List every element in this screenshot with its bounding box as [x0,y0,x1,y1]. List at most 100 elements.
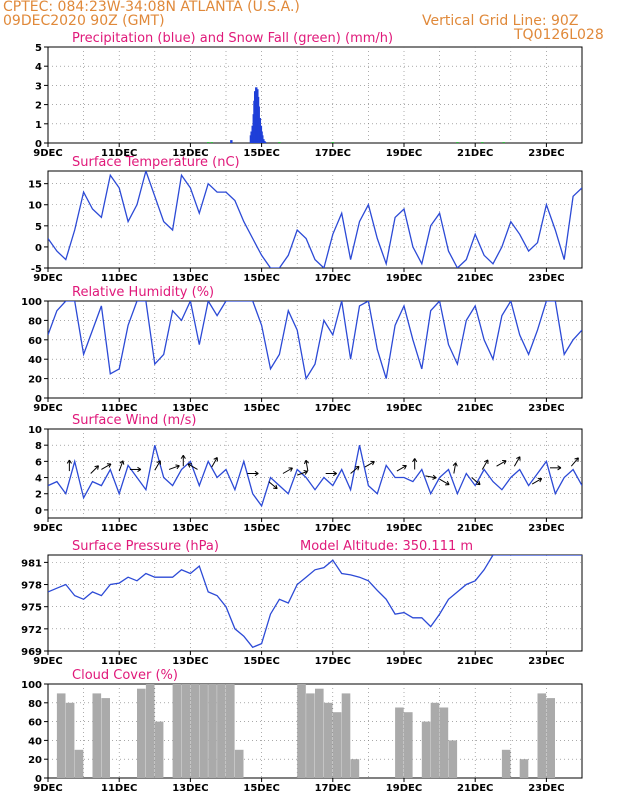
wind-arrow [268,481,278,490]
x-tick-label: 9DEC [33,148,62,159]
y-tick-label: 2 [35,101,42,112]
cloud-bar [323,702,333,778]
y-tick-label: 100 [21,297,42,308]
cloud-bar [332,712,342,778]
wind-arrow [154,460,161,471]
x-tick-label: 17DEC [315,273,351,284]
panel-title: Surface Wind (m/s) [72,413,196,428]
x-tick-label: 17DEC [315,783,351,794]
cloud-bar [537,693,547,778]
y-tick-label: 981 [21,558,42,569]
cloud-bar [341,693,351,778]
cloud-bar [404,712,413,778]
y-tick-label: 10 [28,201,42,212]
cloud-bar [546,698,555,778]
x-tick-label: 11DEC [101,403,137,414]
panel-title: Surface Temperature (nC) [72,155,240,170]
y-tick-label: 40 [28,736,42,747]
cloud-bar [217,684,226,778]
cloud-bar [137,688,146,778]
y-tick-label: 100 [21,680,42,691]
y-tick-label: 978 [21,581,42,592]
y-tick-label: 60 [28,336,42,347]
wind-arrow [297,470,308,476]
snow-bar [210,142,213,144]
temp-line [48,171,582,268]
panel-subtitle: Model Altitude: 350.111 m [300,539,473,554]
x-tick-label: 13DEC [172,783,208,794]
x-tick-label: 19DEC [386,148,422,159]
y-tick-label: 6 [35,457,42,468]
panel-title: Cloud Cover (%) [72,668,178,683]
panel-title: Surface Pressure (hPa) [72,539,219,554]
wind-arrow [247,470,259,477]
wind-arrow [282,467,293,474]
x-tick-label: 13DEC [172,403,208,414]
y-tick-label: 4 [35,62,42,73]
y-tick-label: 0 [35,139,42,150]
y-tick-label: 1 [35,120,42,131]
cloud-bar [315,688,324,778]
panel-title: Precipitation (blue) and Snow Fall (gree… [72,31,393,46]
y-tick-label: 20 [28,375,42,386]
wind-arrow [412,458,418,470]
x-tick-label: 19DEC [386,656,422,667]
wind-arrow [325,470,337,477]
y-tick-label: 975 [21,603,42,614]
wind-arrow [496,460,507,467]
y-tick-label: 3 [35,81,42,92]
wind-arrow [350,465,360,474]
cloud-bar [519,759,529,778]
y-tick-label: 0 [35,243,42,254]
panel-frame [47,46,583,144]
x-tick-label: 15DEC [243,273,279,284]
y-tick-label: 969 [21,647,42,658]
wind-arrow [481,459,489,470]
wind-arrow [129,466,142,473]
snow-bar [456,142,459,144]
header-code: TQ0126L028 [514,27,604,43]
panel-pressure: 969 972 975 978 981 9DEC 11DEC 13DEC 15DEC 17DEC 1… [21,539,583,667]
header-title: CPTEC: 084:23W-34:08N ATLANTA (U.S.A.) [3,0,300,15]
panel-rh: 0 20 40 60 80 100 9DEC 11DEC 13DEC 15DEC 17DEC 19DE… [21,285,583,414]
panel-cloud: 0 20 40 60 80 100 9DEC 11DEC 13DEC 15DEC 17DEC 19DE… [21,668,583,794]
wind-arrow [425,474,437,480]
x-tick-label: 17DEC [315,656,351,667]
x-tick-label: 13DEC [172,273,208,284]
snow-bar [278,142,281,144]
x-tick-label: 23DEC [528,273,564,284]
cloud-bar [199,684,208,778]
wind-arrow [90,465,99,474]
x-tick-label: 21DEC [457,148,493,159]
cloud-bar [172,684,182,778]
x-tick-label: 19DEC [386,783,422,794]
cloud-bar [208,684,217,778]
x-tick-label: 9DEC [33,783,62,794]
x-tick-label: 21DEC [457,403,493,414]
cloud-bar [350,759,360,778]
x-tick-label: 9DEC [33,273,62,284]
cloud-bar [430,702,440,778]
cloud-bar [421,721,431,778]
y-tick-label: 5 [35,222,42,233]
x-tick-label: 9DEC [33,656,62,667]
x-tick-label: 19DEC [386,403,422,414]
y-tick-label: 10 [28,425,42,436]
snow-bar [331,142,334,144]
x-tick-label: 11DEC [101,273,137,284]
header-grid-note: Vertical Grid Line: 90Z [422,13,579,29]
snow-bar [207,142,210,144]
y-tick-label: -5 [31,264,42,275]
cloud-bar [74,749,84,778]
y-tick-label: 2 [35,490,42,501]
x-tick-label: 11DEC [101,783,137,794]
panel-frame [47,428,583,519]
wind-arrow [364,460,375,468]
panel-precip: 0 1 2 3 4 5 9DEC 11DEC 13DEC 15DEC 17DEC 19DEC 21DEC… [33,31,583,159]
wind-arrow [452,462,458,474]
panel-frame [47,300,583,399]
cloud-bar [501,749,511,778]
panel-title: Relative Humidity (%) [72,285,214,300]
x-tick-label: 15DEC [243,783,279,794]
wind-arrow [471,477,481,486]
